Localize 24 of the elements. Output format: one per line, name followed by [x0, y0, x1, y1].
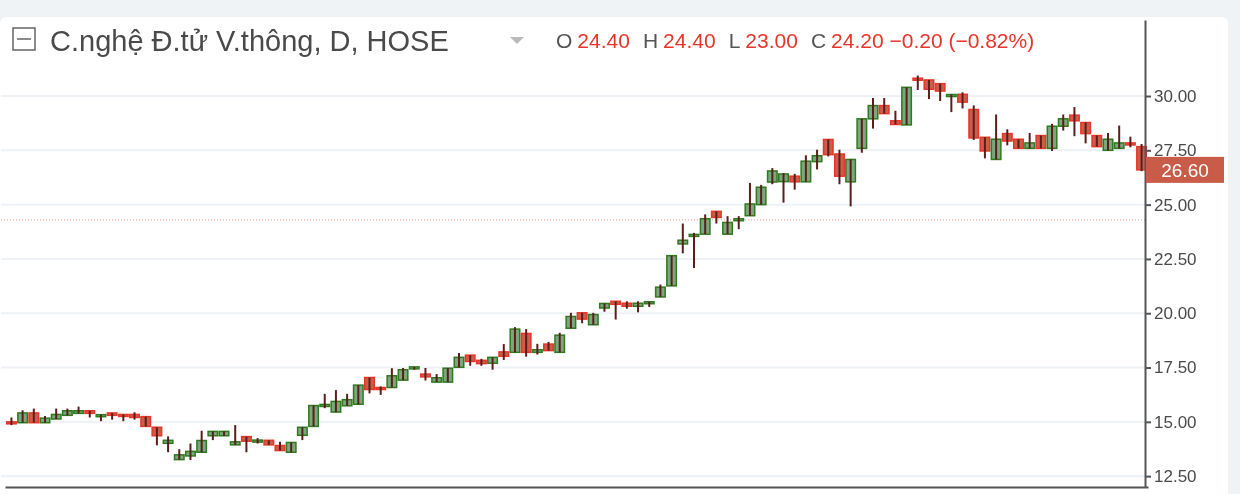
y-tick-label: 30.00: [1154, 86, 1197, 106]
annotation: O 24.40: [556, 29, 630, 52]
candlestick: [901, 86, 913, 126]
candlestick: [229, 424, 241, 446]
candlestick: [1068, 106, 1080, 138]
candlestick: [1035, 134, 1047, 150]
y-tick-label: 17.50: [1154, 358, 1197, 378]
chart-title: C.nghệ Đ.tử V.thông, D, HOSE: [50, 25, 449, 57]
candlestick: [1091, 134, 1103, 148]
text: 26.60: [1161, 159, 1209, 181]
candlestick: [1124, 135, 1136, 149]
annotation: L 23.00: [728, 29, 798, 52]
candlestick: [419, 366, 431, 382]
candlestick: [5, 416, 17, 427]
annotation: C 24.20 −0.20 (−0.82%): [810, 29, 1035, 52]
candlestick: [252, 437, 264, 445]
y-tick-label: 20.00: [1154, 304, 1197, 324]
y-tick-label: 15.00: [1154, 412, 1197, 432]
y-tick-label: 22.50: [1154, 249, 1197, 269]
annotation: H 24.40: [642, 29, 716, 52]
candlestick: [789, 172, 801, 191]
y-tick-label: 25.00: [1154, 195, 1197, 215]
y-tick-label: 27.50: [1154, 141, 1197, 161]
y-tick-label: 12.50: [1154, 467, 1197, 487]
